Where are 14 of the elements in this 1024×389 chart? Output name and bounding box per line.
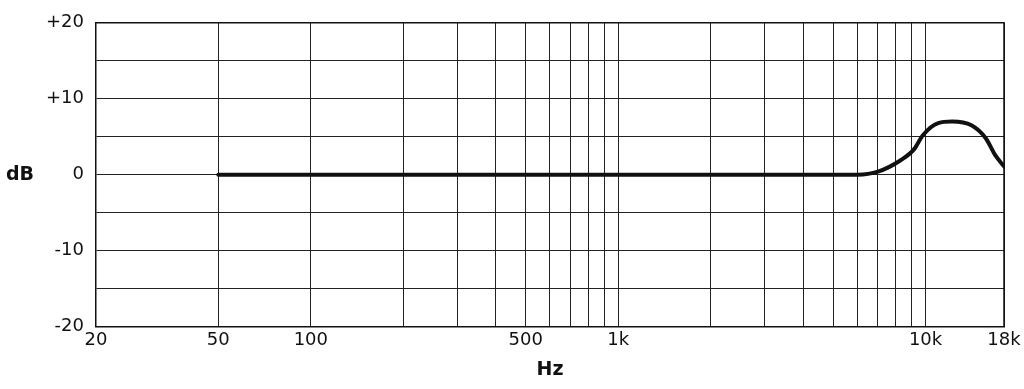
x-tick-label: 100	[293, 328, 328, 350]
x-tick-label: 500	[508, 328, 543, 350]
x-tick-label: 10k	[908, 328, 943, 350]
y-tick-label: -20	[54, 314, 84, 336]
y-axis-title: dB	[6, 161, 35, 184]
y-tick-label: -10	[54, 238, 84, 260]
x-tick-label: 20	[84, 328, 108, 350]
y-tick-label: 0	[72, 162, 84, 184]
y-tick-label: +20	[45, 10, 84, 32]
x-axis-title: Hz	[536, 356, 564, 379]
x-tick-label: 1k	[607, 328, 630, 350]
x-tick-label: 18k	[987, 328, 1022, 350]
y-tick-label: +10	[45, 86, 84, 108]
x-tick-label: 50	[206, 328, 230, 350]
